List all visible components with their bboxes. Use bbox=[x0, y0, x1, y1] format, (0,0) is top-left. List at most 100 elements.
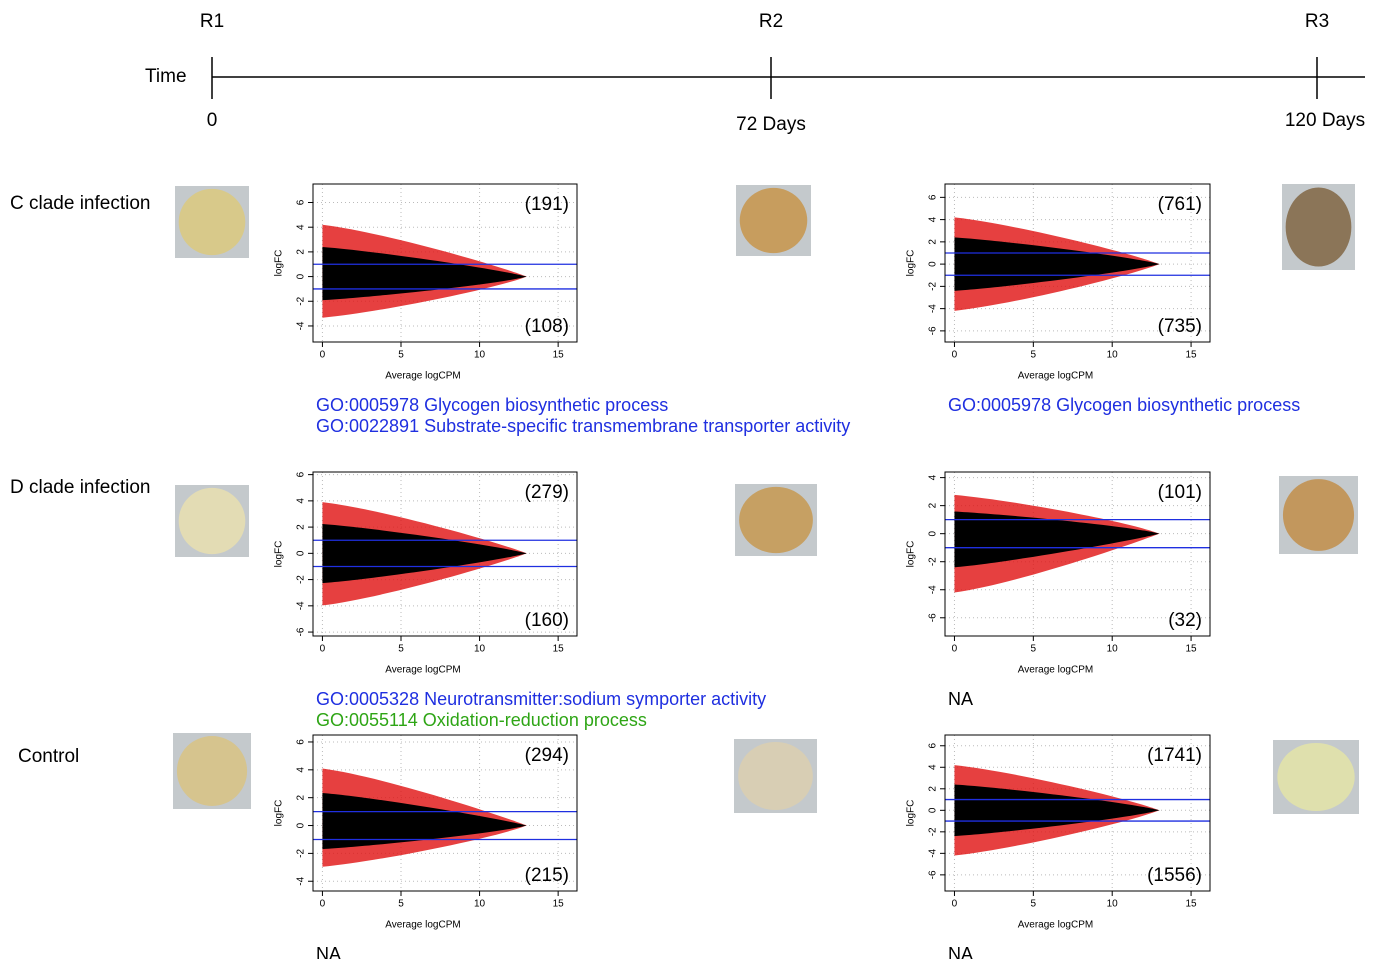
sample-photo-specimen bbox=[739, 187, 808, 254]
down-count: (32) bbox=[1168, 610, 1202, 631]
timeline-point-name: R3 bbox=[1305, 11, 1329, 32]
y-tick-label: 0 bbox=[296, 273, 307, 279]
go-term: GO:0022891 Substrate-specific transmembr… bbox=[316, 416, 850, 436]
x-tick-label: 0 bbox=[320, 644, 326, 655]
timeline-point-name: R2 bbox=[759, 11, 783, 32]
x-tick-label: 15 bbox=[553, 899, 565, 910]
x-axis-label: Average logCPM bbox=[1018, 920, 1093, 931]
x-tick-label: 0 bbox=[320, 350, 326, 361]
x-tick-label: 10 bbox=[474, 644, 486, 655]
x-tick-label: 0 bbox=[320, 899, 326, 910]
y-tick-label: 4 bbox=[296, 498, 307, 504]
y-tick-label: -4 bbox=[296, 876, 307, 885]
timeline-point-label: 72 Days bbox=[736, 114, 806, 135]
x-tick-label: 5 bbox=[1031, 350, 1037, 361]
plot-frame bbox=[312, 734, 578, 892]
timeline-point-label: 0 bbox=[207, 110, 218, 131]
x-axis-label: Average logCPM bbox=[1018, 665, 1093, 676]
x-axis-label: Average logCPM bbox=[385, 920, 460, 931]
up-count: (101) bbox=[1158, 482, 1202, 503]
y-tick-label: 6 bbox=[928, 194, 939, 200]
row-label: D clade infection bbox=[10, 477, 150, 498]
point-cloud bbox=[322, 246, 527, 301]
x-tick-label: 10 bbox=[1107, 644, 1119, 655]
point-cloud bbox=[322, 524, 527, 584]
y-tick-label: 4 bbox=[296, 224, 307, 230]
y-tick-label: -2 bbox=[296, 575, 307, 584]
x-axis-label: Average logCPM bbox=[385, 665, 460, 676]
y-tick-label: -6 bbox=[928, 613, 939, 622]
point-cloud bbox=[954, 784, 1160, 837]
up-count: (294) bbox=[525, 745, 569, 766]
y-tick-label: 6 bbox=[296, 199, 307, 205]
x-tick-label: 15 bbox=[553, 644, 565, 655]
go-term: GO:0055114 Oxidation-reduction process bbox=[316, 710, 647, 730]
y-axis-label: logFC bbox=[274, 800, 285, 827]
y-axis-label: logFC bbox=[274, 250, 285, 277]
x-tick-label: 0 bbox=[952, 899, 958, 910]
timeline-label: Time bbox=[145, 66, 187, 87]
y-tick-label: 4 bbox=[928, 474, 939, 480]
y-axis-label: logFC bbox=[906, 800, 917, 827]
x-tick-label: 10 bbox=[474, 899, 486, 910]
x-tick-label: 5 bbox=[1031, 644, 1037, 655]
y-tick-label: 6 bbox=[296, 739, 307, 745]
y-tick-label: -4 bbox=[928, 304, 939, 313]
plot-frame bbox=[944, 471, 1211, 637]
go-term: NA bbox=[948, 689, 973, 709]
y-tick-label: 0 bbox=[928, 807, 939, 813]
y-axis-label: logFC bbox=[274, 541, 285, 568]
sample-photo-specimen bbox=[738, 741, 813, 811]
up-count: (1741) bbox=[1147, 745, 1202, 766]
y-tick-label: 2 bbox=[296, 249, 307, 255]
up-count: (191) bbox=[525, 194, 569, 215]
y-tick-label: -2 bbox=[296, 849, 307, 858]
y-tick-label: 2 bbox=[928, 502, 939, 508]
x-axis-label: Average logCPM bbox=[385, 371, 460, 382]
y-tick-label: 6 bbox=[928, 743, 939, 749]
go-term: GO:0005978 Glycogen biosynthetic process bbox=[316, 395, 668, 415]
down-count: (215) bbox=[525, 865, 569, 886]
down-count: (160) bbox=[525, 610, 569, 631]
point-cloud bbox=[322, 792, 527, 850]
go-term: NA bbox=[316, 944, 341, 959]
y-tick-label: -4 bbox=[296, 321, 307, 330]
y-tick-label: 0 bbox=[928, 530, 939, 536]
y-tick-label: -6 bbox=[928, 326, 939, 335]
y-tick-label: 2 bbox=[296, 794, 307, 800]
point-cloud bbox=[954, 237, 1160, 291]
x-tick-label: 5 bbox=[398, 644, 404, 655]
down-count: (1556) bbox=[1147, 865, 1202, 886]
sample-photo-specimen bbox=[1277, 742, 1355, 812]
timeline-point-label: 120 Days bbox=[1285, 110, 1365, 131]
x-tick-label: 5 bbox=[398, 350, 404, 361]
timeline-point-name: R1 bbox=[200, 11, 224, 32]
y-tick-label: 2 bbox=[928, 786, 939, 792]
x-tick-label: 0 bbox=[952, 350, 958, 361]
y-tick-label: 2 bbox=[296, 524, 307, 530]
x-tick-label: 10 bbox=[474, 350, 486, 361]
x-tick-label: 15 bbox=[1186, 350, 1198, 361]
down-count: (735) bbox=[1158, 316, 1202, 337]
y-tick-label: -6 bbox=[296, 627, 307, 636]
up-count: (279) bbox=[525, 482, 569, 503]
plot-frame bbox=[944, 183, 1211, 343]
y-tick-label: -2 bbox=[928, 557, 939, 566]
y-tick-label: 4 bbox=[928, 216, 939, 222]
go-term: GO:0005978 Glycogen biosynthetic process bbox=[948, 395, 1300, 415]
up-count: (761) bbox=[1158, 194, 1202, 215]
x-axis-label: Average logCPM bbox=[1018, 371, 1093, 382]
x-tick-label: 15 bbox=[1186, 644, 1198, 655]
y-tick-label: 6 bbox=[296, 471, 307, 477]
x-tick-label: 15 bbox=[553, 350, 565, 361]
y-tick-label: 0 bbox=[296, 822, 307, 828]
sample-photo-specimen bbox=[176, 736, 248, 806]
sample-photo-specimen bbox=[178, 487, 246, 555]
y-tick-label: -2 bbox=[296, 296, 307, 305]
point-cloud bbox=[954, 511, 1160, 568]
plot-frame bbox=[944, 734, 1211, 892]
y-tick-label: -6 bbox=[928, 870, 939, 879]
sample-photo-specimen bbox=[1282, 479, 1355, 551]
row-label: C clade infection bbox=[10, 193, 150, 214]
